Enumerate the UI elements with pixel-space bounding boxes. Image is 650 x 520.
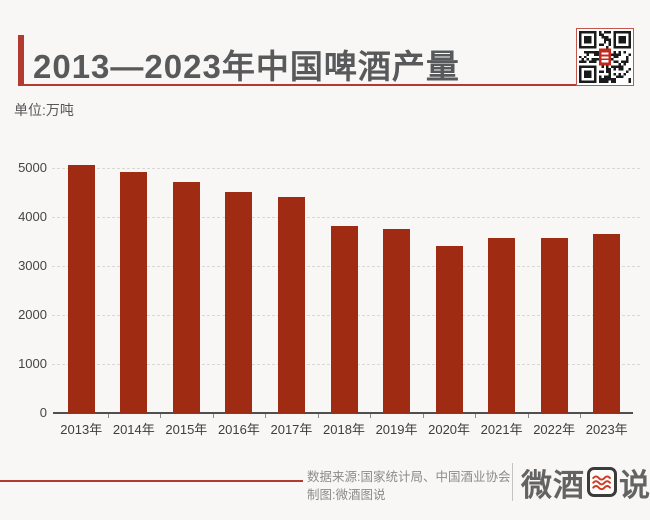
bar-2013年 (67, 165, 95, 413)
bar-2019年 (383, 229, 411, 413)
x-axis-tick (107, 414, 109, 418)
x-axis-label: 2015年 (165, 422, 208, 437)
x-axis-tick (527, 414, 529, 418)
x-axis-tick (265, 414, 267, 418)
qr-code (576, 28, 634, 86)
weijiu-tushuo-logo: 微酒 说 (521, 464, 650, 503)
y-axis-label: 4000 (18, 209, 47, 224)
y-axis-label: 3000 (18, 258, 47, 273)
x-axis-label: 2021年 (480, 422, 523, 437)
footer-red-rule (0, 480, 303, 482)
page-title: 2013—2023年中国啤酒产量 (33, 48, 460, 85)
x-axis-label: 2020年 (428, 422, 471, 437)
logo-divider-line (512, 463, 513, 501)
bar-2015年 (172, 182, 200, 413)
x-axis-label: 2023年 (585, 422, 628, 437)
logo-text-suffix: 说 (619, 467, 650, 503)
x-axis-tick (317, 414, 319, 418)
x-axis-label: 2013年 (60, 422, 103, 437)
bar-2018年 (330, 226, 358, 413)
bar-2021年 (488, 238, 516, 413)
y-axis-label: 1000 (18, 356, 47, 371)
title-accent-bar (18, 35, 24, 86)
x-axis-label: 2018年 (323, 422, 365, 437)
bar-2022年 (540, 238, 568, 413)
x-axis-tick (160, 414, 162, 418)
y-axis-label: 2000 (18, 307, 47, 322)
x-axis-line (53, 412, 633, 414)
data-source-text: 数据来源:国家统计局、中国酒业协会 (307, 470, 511, 484)
x-axis-label: 2016年 (217, 422, 260, 437)
title-underline (18, 84, 576, 86)
x-axis-tick (422, 414, 424, 418)
bar-2020年 (435, 246, 463, 413)
bar-2017年 (277, 197, 305, 413)
credit-text: 制图:微酒图说 (307, 488, 386, 502)
logo-wave-icon (587, 467, 617, 497)
y-axis-label: 0 (39, 405, 47, 420)
y-axis-label: 5000 (18, 160, 47, 175)
bar-chart: 0 1000 2000 3000 4000 5000 2013年 2014年 2015年 2016… (0, 140, 650, 450)
logo-text-prefix: 微酒 (521, 467, 585, 503)
bar-2016年 (225, 192, 253, 413)
x-axis-tick (475, 414, 477, 418)
x-axis-label: 2014年 (112, 422, 155, 437)
bar-2023年 (593, 234, 621, 413)
x-axis-tick (580, 414, 582, 418)
gridline-4000 (52, 217, 640, 218)
x-axis-label: 2022年 (533, 422, 576, 437)
unit-label: 单位:万吨 (14, 102, 74, 118)
bar-2014年 (120, 172, 148, 413)
x-axis-tick (212, 414, 214, 418)
qr-code-pattern (579, 31, 631, 83)
x-axis-label: 2019年 (375, 422, 418, 437)
x-axis-label: 2017年 (270, 422, 313, 437)
x-axis-tick (370, 414, 372, 418)
gridline-5000 (52, 168, 640, 169)
